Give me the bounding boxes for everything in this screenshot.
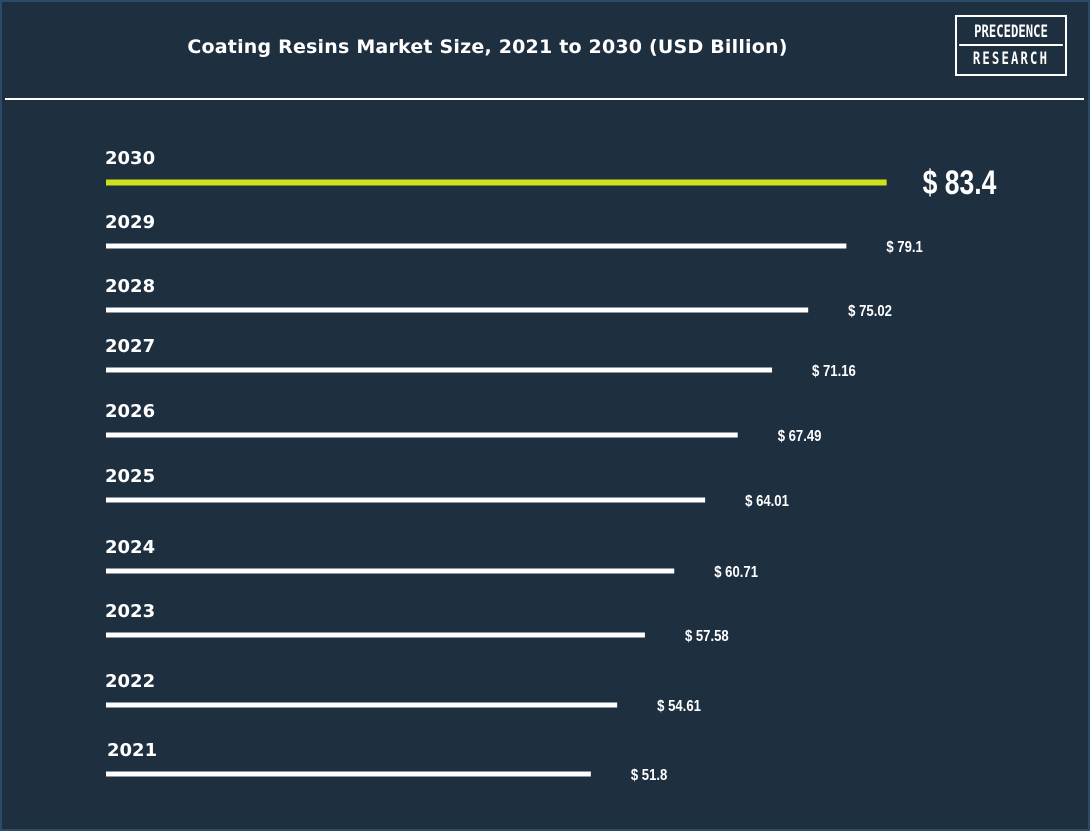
bar-2024: [106, 568, 675, 574]
bar-2027: [106, 367, 773, 373]
year-label-2026: 2026: [105, 401, 155, 422]
value-label-2027: $ 71.16: [812, 363, 856, 380]
bar-2023: [106, 632, 645, 638]
year-label-2028: 2028: [105, 276, 155, 297]
year-label-2022: 2022: [105, 671, 155, 692]
bar-2028: [106, 307, 809, 313]
logo-line-research: RESEARCH: [972, 48, 1050, 69]
bar-2021: [106, 771, 591, 777]
bar-2029: [106, 243, 847, 249]
header-divider: [5, 98, 1084, 100]
value-label-2023: $ 57.58: [685, 628, 729, 645]
value-label-2024: $ 60.71: [714, 564, 758, 581]
value-label-2021: $ 51.8: [631, 767, 667, 784]
precedence-research-logo: PRECEDENCE RESEARCH: [955, 15, 1067, 76]
bar-2025: [106, 497, 706, 503]
year-label-2029: 2029: [105, 212, 155, 233]
value-label-2022: $ 54.61: [657, 698, 701, 715]
year-label-2021: 2021: [107, 740, 157, 761]
bar-2030: [106, 179, 887, 186]
bar-2022: [106, 702, 618, 708]
bar-2026: [106, 432, 738, 438]
year-label-2023: 2023: [105, 601, 155, 622]
logo-line-precedence: PRECEDENCE: [959, 20, 1063, 46]
value-label-2030: $ 83.4: [923, 164, 997, 202]
value-label-2025: $ 64.01: [745, 493, 789, 510]
chart-title: Coating Resins Market Size, 2021 to 2030…: [187, 36, 788, 58]
year-label-2027: 2027: [105, 336, 155, 357]
value-label-2028: $ 75.02: [848, 303, 892, 320]
year-label-2030: 2030: [105, 148, 155, 169]
value-label-2026: $ 67.49: [778, 428, 822, 445]
year-label-2025: 2025: [105, 466, 155, 487]
value-label-2029: $ 79.1: [886, 239, 922, 256]
year-label-2024: 2024: [105, 537, 155, 558]
